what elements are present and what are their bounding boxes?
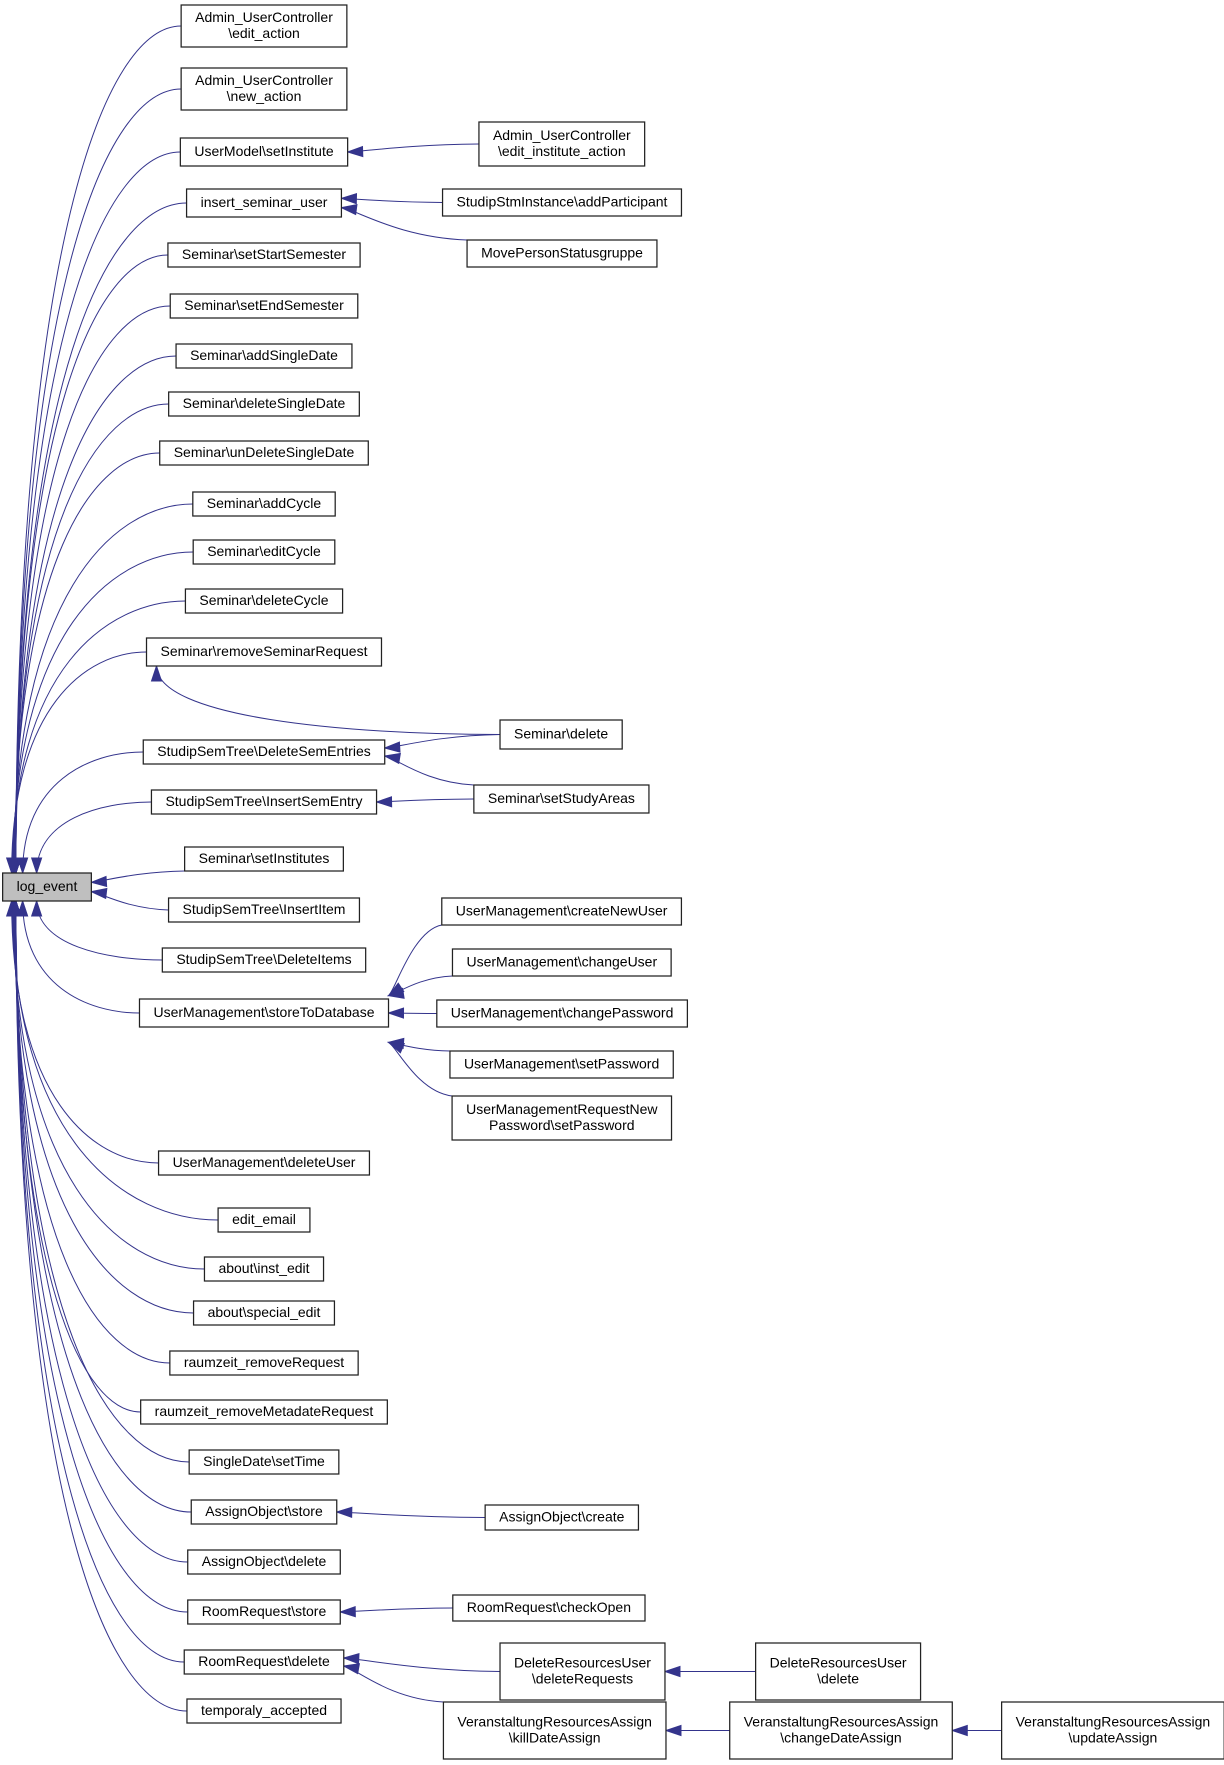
svg-text:UserManagementRequestNew: UserManagementRequestNew (466, 1101, 658, 1117)
svg-text:log_event: log_event (17, 878, 78, 894)
svg-text:RoomRequest\delete: RoomRequest\delete (198, 1653, 330, 1669)
svg-text:Seminar\setStartSemester: Seminar\setStartSemester (182, 246, 347, 262)
svg-text:VeranstaltungResourcesAssign: VeranstaltungResourcesAssign (1016, 1713, 1211, 1729)
svg-text:UserManagement\deleteUser: UserManagement\deleteUser (173, 1154, 356, 1170)
svg-text:StudipSemTree\InsertItem: StudipSemTree\InsertItem (183, 901, 346, 917)
svg-text:raumzeit_removeRequest: raumzeit_removeRequest (184, 1354, 344, 1370)
svg-text:about\inst_edit: about\inst_edit (218, 1260, 309, 1276)
svg-text:Admin_UserController: Admin_UserController (195, 72, 333, 88)
svg-text:DeleteResourcesUser: DeleteResourcesUser (514, 1654, 651, 1670)
svg-text:UserManagement\storeToDatabase: UserManagement\storeToDatabase (153, 1004, 374, 1020)
svg-text:Password\setPassword: Password\setPassword (489, 1117, 635, 1133)
svg-text:UserManagement\createNewUser: UserManagement\createNewUser (456, 902, 668, 918)
svg-text:Seminar\setInstitutes: Seminar\setInstitutes (199, 850, 330, 866)
svg-text:Seminar\setEndSemester: Seminar\setEndSemester (184, 297, 344, 313)
svg-text:Seminar\removeSeminarRequest: Seminar\removeSeminarRequest (161, 643, 368, 659)
svg-text:RoomRequest\checkOpen: RoomRequest\checkOpen (467, 1599, 631, 1615)
svg-text:Seminar\unDeleteSingleDate: Seminar\unDeleteSingleDate (174, 444, 355, 460)
svg-text:Seminar\editCycle: Seminar\editCycle (207, 543, 321, 559)
svg-text:UserManagement\changePassword: UserManagement\changePassword (451, 1004, 674, 1020)
svg-text:\edit_action: \edit_action (228, 25, 300, 41)
svg-text:VeranstaltungResourcesAssign: VeranstaltungResourcesAssign (744, 1713, 939, 1729)
svg-text:Seminar\addSingleDate: Seminar\addSingleDate (190, 347, 338, 363)
svg-text:\deleteRequests: \deleteRequests (532, 1670, 633, 1686)
svg-text:\changeDateAssign: \changeDateAssign (780, 1729, 901, 1745)
svg-text:AssignObject\store: AssignObject\store (205, 1503, 323, 1519)
svg-text:Seminar\setStudyAreas: Seminar\setStudyAreas (488, 790, 635, 806)
svg-text:AssignObject\create: AssignObject\create (499, 1508, 624, 1524)
svg-text:\updateAssign: \updateAssign (1069, 1729, 1158, 1745)
svg-text:UserManagement\setPassword: UserManagement\setPassword (464, 1055, 659, 1071)
svg-text:SingleDate\setTime: SingleDate\setTime (203, 1453, 325, 1469)
svg-text:UserModel\setInstitute: UserModel\setInstitute (194, 143, 333, 159)
svg-text:about\special_edit: about\special_edit (208, 1304, 321, 1320)
svg-text:Admin_UserController: Admin_UserController (195, 9, 333, 25)
svg-text:Seminar\deleteCycle: Seminar\deleteCycle (199, 592, 328, 608)
svg-text:\killDateAssign: \killDateAssign (509, 1729, 601, 1745)
svg-text:Admin_UserController: Admin_UserController (493, 127, 631, 143)
svg-text:RoomRequest\store: RoomRequest\store (202, 1603, 327, 1619)
svg-text:Seminar\deleteSingleDate: Seminar\deleteSingleDate (183, 395, 346, 411)
svg-text:StudipSemTree\DeleteSemEntries: StudipSemTree\DeleteSemEntries (157, 743, 370, 759)
svg-text:StudipSemTree\DeleteItems: StudipSemTree\DeleteItems (176, 951, 351, 967)
svg-text:Seminar\addCycle: Seminar\addCycle (207, 495, 322, 511)
svg-text:\delete: \delete (817, 1670, 859, 1686)
svg-text:raumzeit_removeMetadateRequest: raumzeit_removeMetadateRequest (155, 1403, 374, 1419)
svg-text:edit_email: edit_email (232, 1211, 296, 1227)
svg-text:UserManagement\changeUser: UserManagement\changeUser (466, 953, 657, 969)
svg-text:MovePersonStatusgruppe: MovePersonStatusgruppe (481, 244, 643, 260)
svg-text:StudipStmInstance\addParticipa: StudipStmInstance\addParticipant (457, 193, 668, 209)
svg-text:StudipSemTree\InsertSemEntry: StudipSemTree\InsertSemEntry (165, 793, 362, 809)
svg-text:temporaly_accepted: temporaly_accepted (201, 1702, 327, 1718)
svg-text:insert_seminar_user: insert_seminar_user (201, 194, 328, 210)
svg-text:Seminar\delete: Seminar\delete (514, 725, 608, 741)
svg-text:DeleteResourcesUser: DeleteResourcesUser (770, 1654, 907, 1670)
svg-text:\new_action: \new_action (227, 88, 302, 104)
svg-text:VeranstaltungResourcesAssign: VeranstaltungResourcesAssign (457, 1713, 652, 1729)
svg-text:\edit_institute_action: \edit_institute_action (498, 143, 626, 159)
svg-text:AssignObject\delete: AssignObject\delete (202, 1553, 327, 1569)
